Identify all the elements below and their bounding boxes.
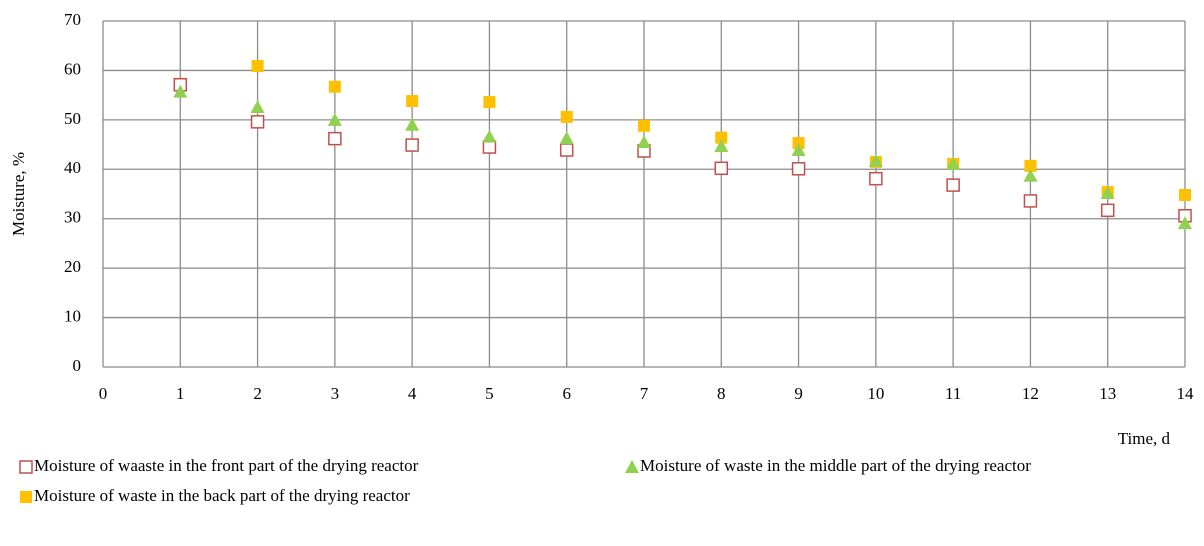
point — [638, 119, 650, 132]
legend-marker — [625, 460, 639, 473]
point — [250, 115, 265, 129]
x-tick-label: 12 — [1022, 384, 1039, 403]
x-tick-label: 1 — [176, 384, 185, 403]
point — [406, 95, 419, 108]
legend-label: Moisture of waaste in the front part of … — [34, 456, 419, 475]
legend-marker — [20, 491, 32, 503]
point — [791, 143, 806, 157]
y-tick-label: 0 — [73, 356, 82, 375]
point — [1023, 194, 1038, 208]
x-axis-label: Time, d — [1118, 429, 1171, 448]
x-tick-label: 9 — [794, 384, 803, 403]
point — [714, 161, 729, 176]
point — [1100, 186, 1115, 200]
point — [559, 143, 574, 157]
y-tick-label: 20 — [64, 257, 81, 276]
x-tick-label: 6 — [562, 384, 571, 403]
x-tick-label: 10 — [867, 384, 884, 403]
point — [559, 131, 574, 145]
point — [328, 80, 341, 93]
point — [483, 96, 496, 109]
point — [482, 140, 497, 154]
point — [946, 178, 960, 192]
point — [1024, 159, 1037, 172]
point — [327, 112, 342, 126]
point — [173, 84, 188, 98]
point — [715, 131, 728, 144]
point — [946, 156, 961, 170]
point — [251, 59, 264, 72]
x-tick-label: 2 — [253, 384, 262, 403]
point — [1023, 168, 1038, 182]
point — [869, 171, 883, 186]
point — [868, 153, 883, 167]
x-tick-label: 0 — [99, 384, 108, 403]
x-tick-label: 5 — [485, 384, 494, 403]
point — [1100, 203, 1115, 218]
x-tick-label: 3 — [331, 384, 340, 403]
y-tick-label: 10 — [64, 306, 81, 325]
y-tick-label: 50 — [64, 109, 81, 128]
y-tick-label: 30 — [64, 208, 81, 227]
y-tick-label: 70 — [64, 10, 81, 29]
x-tick-label: 11 — [945, 384, 961, 403]
point — [250, 100, 265, 114]
point — [637, 135, 651, 149]
point — [791, 162, 806, 176]
point — [714, 139, 729, 153]
legend-label: Moisture of waste in the back part of th… — [34, 486, 410, 505]
legend-marker — [19, 460, 33, 474]
point — [1179, 188, 1191, 201]
x-tick-label: 8 — [717, 384, 726, 403]
legend-label: Moisture of waste in the middle part of … — [640, 456, 1031, 475]
x-tick-label: 4 — [408, 384, 417, 403]
point — [405, 138, 419, 152]
x-tick-label: 7 — [640, 384, 649, 403]
y-tick-label: 60 — [64, 59, 81, 78]
point — [1178, 216, 1192, 230]
y-axis-label: Moisture, % — [9, 152, 28, 236]
point — [482, 129, 497, 143]
x-tick-label: 13 — [1099, 384, 1116, 403]
x-tick-label: 14 — [1177, 384, 1195, 403]
point — [328, 131, 342, 146]
point — [405, 117, 420, 131]
point — [560, 110, 573, 123]
y-tick-label: 40 — [64, 158, 81, 177]
